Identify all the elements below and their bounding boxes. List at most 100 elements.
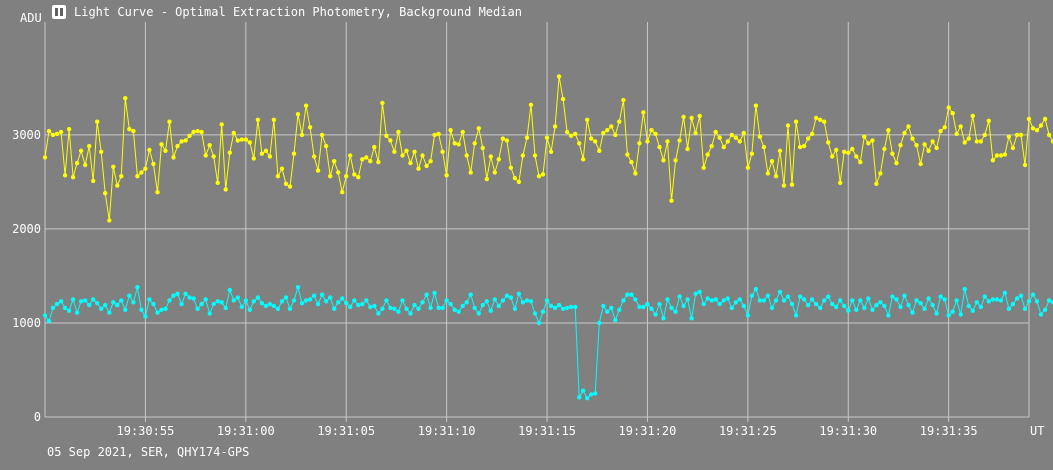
series-1-point bbox=[1026, 299, 1032, 304]
series-0-point bbox=[42, 155, 48, 160]
series-1-point bbox=[263, 303, 269, 309]
series-1-point bbox=[749, 293, 755, 298]
x-tick-label: 19:30:55 bbox=[117, 424, 175, 438]
series-0-point bbox=[641, 110, 646, 115]
series-1-point bbox=[613, 317, 618, 323]
series-0-point bbox=[830, 154, 835, 159]
series-0-point bbox=[472, 141, 477, 146]
series-0-point bbox=[532, 153, 538, 158]
series-1-point bbox=[512, 306, 518, 311]
series-0-point bbox=[500, 136, 506, 141]
series-0-point bbox=[733, 135, 738, 140]
series-0-point bbox=[866, 141, 871, 146]
series-1-point bbox=[974, 300, 979, 305]
series-1-point bbox=[568, 304, 574, 310]
series-1-point bbox=[70, 297, 76, 302]
series-1-point bbox=[633, 297, 638, 302]
series-0-point bbox=[119, 174, 124, 179]
series-1-point bbox=[127, 293, 132, 298]
series-1-point bbox=[793, 313, 799, 318]
series-0-point bbox=[926, 148, 931, 153]
series-1-point bbox=[448, 301, 453, 307]
series-0-point bbox=[323, 143, 329, 149]
series-0-point bbox=[629, 159, 634, 165]
series-1-point bbox=[432, 290, 437, 296]
series-0-point bbox=[259, 151, 265, 156]
series-1-point bbox=[709, 298, 714, 303]
series-1-point bbox=[982, 294, 987, 299]
series-0-point bbox=[1038, 123, 1044, 128]
x-tick-label: 19:31:35 bbox=[920, 424, 978, 438]
series-0-point bbox=[918, 161, 923, 167]
series-0-point bbox=[914, 143, 919, 148]
series-1-point bbox=[275, 306, 281, 311]
series-0-point bbox=[1034, 128, 1040, 133]
series-1-point bbox=[163, 306, 168, 311]
series-0-point bbox=[143, 166, 148, 171]
series-0-point bbox=[785, 123, 791, 128]
series-0-point bbox=[1050, 139, 1053, 144]
series-0-point bbox=[581, 157, 586, 162]
series-1-point bbox=[440, 305, 445, 311]
series-1-point bbox=[556, 302, 562, 308]
series-0-point bbox=[115, 183, 120, 188]
series-0-point bbox=[195, 128, 200, 134]
series-1-point bbox=[444, 298, 449, 303]
series-0-point bbox=[147, 147, 152, 153]
series-1-point bbox=[428, 305, 433, 311]
series-0-point bbox=[552, 124, 558, 129]
series-1-point bbox=[372, 303, 377, 309]
series-1-point bbox=[42, 313, 48, 318]
series-1-point bbox=[151, 301, 156, 307]
series-1-point bbox=[958, 312, 963, 317]
series-1-point bbox=[147, 297, 152, 302]
series-0-point bbox=[372, 144, 377, 150]
series-1-point bbox=[303, 298, 309, 303]
series-0-point bbox=[139, 170, 144, 175]
series-0-point bbox=[255, 117, 261, 123]
series-1-point bbox=[866, 296, 871, 301]
series-0-point bbox=[243, 137, 248, 142]
series-1-point bbox=[508, 295, 514, 300]
series-1-point bbox=[797, 294, 803, 299]
series-0-point bbox=[99, 149, 104, 154]
series-1-point bbox=[581, 388, 586, 393]
series-0-point bbox=[95, 119, 100, 124]
series-1-point bbox=[753, 286, 759, 292]
series-1-point bbox=[472, 305, 477, 311]
series-0-point bbox=[737, 139, 742, 144]
series-1-point bbox=[886, 313, 891, 318]
y-tick-label: 2000 bbox=[12, 222, 41, 236]
series-1-point bbox=[1010, 301, 1016, 307]
series-1-point bbox=[404, 306, 409, 311]
series-0-point bbox=[826, 140, 831, 145]
y-axis-label: ADU bbox=[20, 11, 42, 25]
series-0-point bbox=[380, 100, 385, 106]
series-0-point bbox=[577, 141, 582, 146]
series-1-point bbox=[1014, 296, 1020, 301]
series-0-point bbox=[247, 140, 252, 145]
series-0-point bbox=[400, 153, 405, 158]
x-tick-label: 19:31:15 bbox=[518, 424, 576, 438]
series-1-point bbox=[299, 301, 305, 306]
series-0-point bbox=[480, 145, 485, 151]
series-1-point bbox=[516, 291, 522, 296]
series-1-point bbox=[593, 391, 598, 396]
series-1-point bbox=[914, 298, 919, 303]
series-1-point bbox=[1034, 299, 1040, 304]
series-1-point bbox=[231, 298, 236, 303]
series-0-point bbox=[950, 111, 955, 116]
series-1-point bbox=[1030, 292, 1036, 297]
series-1-point bbox=[585, 396, 590, 401]
series-0-point bbox=[974, 139, 979, 144]
series-0-point bbox=[408, 160, 413, 166]
series-1-point bbox=[464, 300, 469, 305]
series-0-point bbox=[303, 103, 309, 108]
series-0-point bbox=[564, 129, 570, 135]
series-1-point bbox=[597, 320, 602, 326]
series-0-point bbox=[761, 144, 767, 150]
series-1-point bbox=[990, 297, 996, 302]
series-1-point bbox=[251, 299, 256, 304]
series-1-point bbox=[1006, 306, 1012, 311]
series-0-point bbox=[922, 142, 927, 147]
